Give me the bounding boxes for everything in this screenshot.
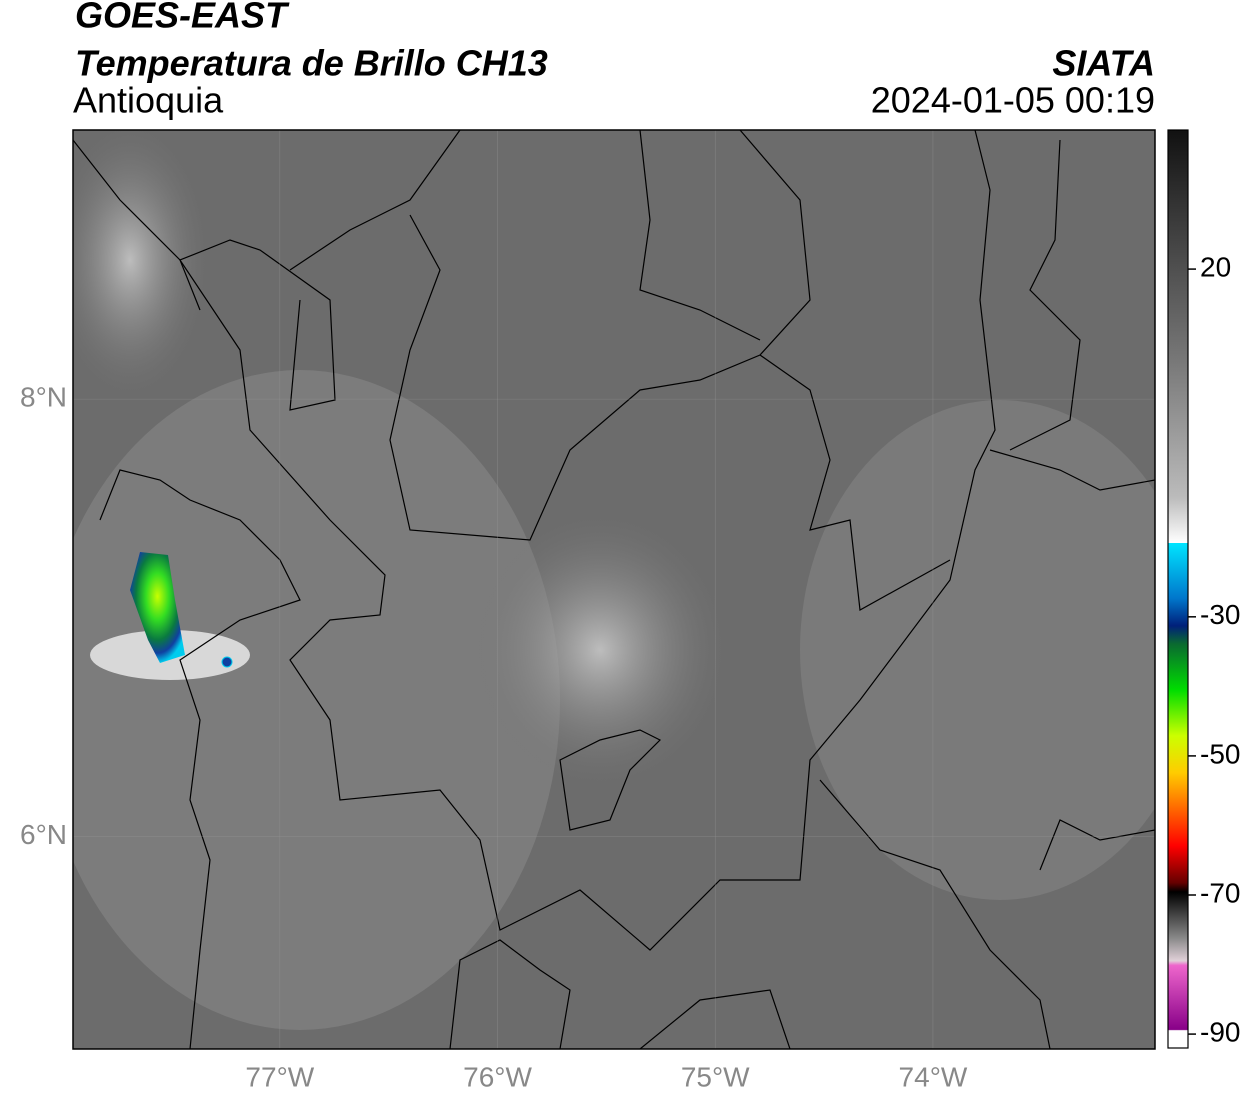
colorbar-tick-label: -50: [1200, 738, 1240, 769]
shade: [73, 130, 210, 400]
colorbar-tick-label: -30: [1200, 599, 1240, 630]
y-tick-label: 8°N: [20, 382, 67, 413]
border: [759, 354, 951, 611]
storm-cell: [221, 656, 233, 668]
region: Antioquia: [73, 80, 224, 121]
border: [639, 130, 761, 341]
map-frame: [72, 129, 1156, 1050]
x-tick-label: 74°W: [899, 1061, 968, 1092]
border: [1009, 139, 1081, 451]
title: GOES-EAST: [75, 0, 290, 36]
colorbar-tick-label: 20: [1200, 251, 1231, 282]
colorbar-tick-label: -90: [1200, 1016, 1240, 1047]
coastline: [99, 469, 301, 1049]
border: [559, 729, 662, 831]
border: [389, 130, 811, 541]
y-tick-label: 6°N: [20, 819, 67, 850]
coastline: [289, 130, 461, 271]
subtitle: Temperatura de Brillo CH13: [75, 43, 548, 84]
colorbar: [1167, 129, 1189, 1049]
coastline: [179, 239, 336, 411]
shade: [800, 400, 1155, 900]
border: [73, 130, 996, 951]
border: [819, 779, 1051, 1049]
x-tick-label: 77°W: [245, 1061, 314, 1092]
border: [989, 449, 1155, 491]
map: [73, 130, 1155, 1049]
colorbar-tick-label: -70: [1200, 877, 1240, 908]
border: [639, 989, 791, 1049]
storm-cell: [130, 552, 185, 663]
timestamp: 2024-01-05 00:19: [871, 80, 1155, 121]
source: SIATA: [1052, 43, 1155, 84]
x-tick-label: 75°W: [681, 1061, 750, 1092]
x-tick-label: 76°W: [463, 1061, 532, 1092]
shade: [470, 510, 730, 790]
border: [1039, 819, 1155, 871]
border: [449, 939, 571, 1049]
